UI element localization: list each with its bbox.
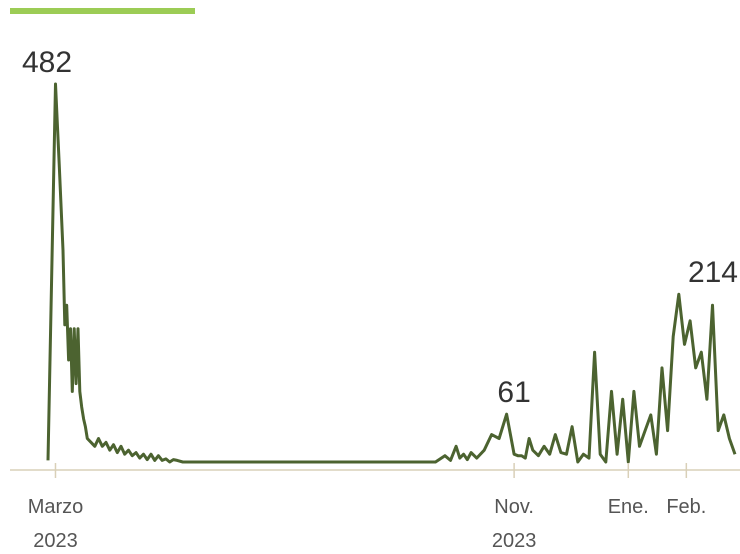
peak-label: 482 — [22, 46, 72, 79]
x-tick-year-label: 2023 — [492, 530, 537, 552]
x-tick-label: Feb. — [666, 496, 706, 518]
accent-bar — [10, 8, 195, 14]
x-ticks: Marzo 2023 Nov. 2023 Ene. Feb. — [28, 463, 707, 552]
peak-label: 61 — [497, 376, 530, 409]
peak-label: 214 — [688, 256, 738, 289]
peak-annotations: 482 61 214 — [22, 46, 738, 409]
x-tick-label: Ene. — [608, 496, 649, 518]
x-tick-label: Nov. — [494, 496, 534, 518]
x-tick-year-label: 2023 — [33, 530, 78, 552]
series-line-0 — [48, 84, 735, 462]
x-tick-label: Marzo — [28, 496, 84, 518]
